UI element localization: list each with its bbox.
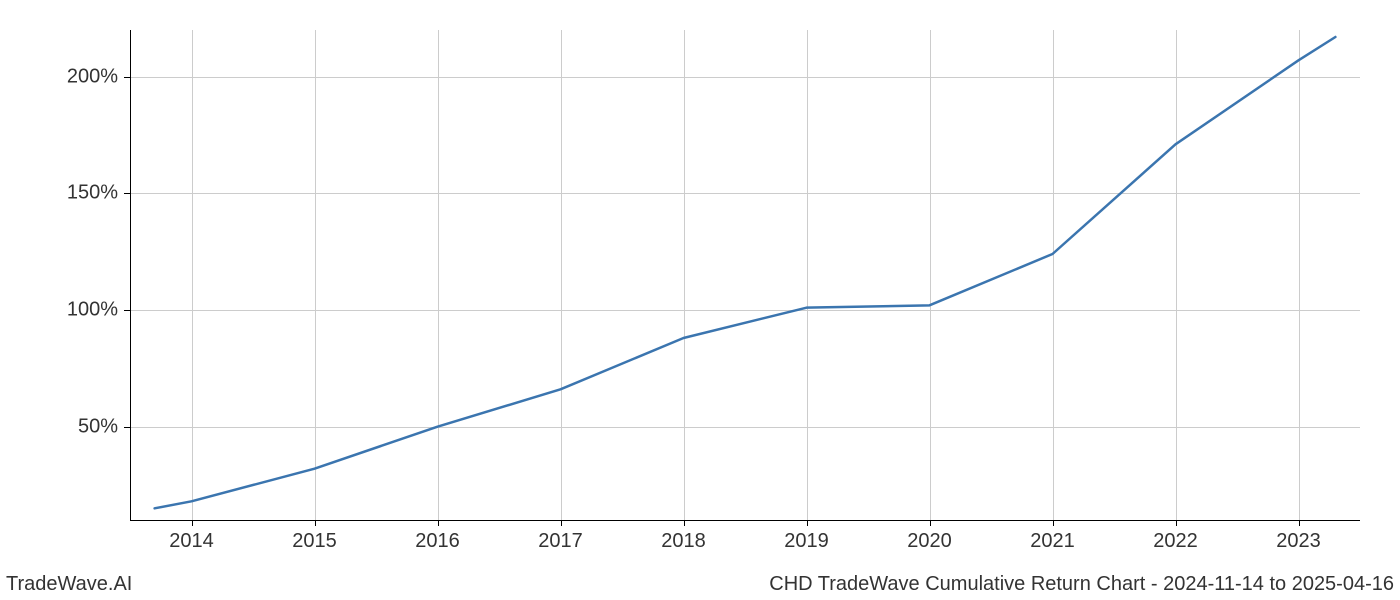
x-tick-label: 2017	[538, 530, 583, 553]
x-tick-label: 2016	[415, 530, 460, 553]
x-tick-label: 2023	[1276, 530, 1321, 553]
footer-brand: TradeWave.AI	[6, 573, 132, 596]
x-tick-label: 2022	[1153, 530, 1198, 553]
line-layer	[130, 30, 1360, 520]
x-tick-label: 2018	[661, 530, 706, 553]
x-tick-label: 2014	[169, 530, 214, 553]
series-cumulative-return	[155, 37, 1336, 508]
x-tick-label: 2015	[292, 530, 337, 553]
plot-area: 2014201520162017201820192020202120222023…	[130, 30, 1360, 520]
footer-caption: CHD TradeWave Cumulative Return Chart - …	[769, 573, 1394, 596]
x-tick-label: 2019	[784, 530, 829, 553]
chart-container: 2014 2015 2016 2017 2018 2019 2020 2021 2022 2023…	[0, 0, 1400, 600]
x-tick-label: 2021	[1030, 530, 1075, 553]
x-axis-spine	[130, 520, 1360, 521]
x-tick-label: 2020	[907, 530, 952, 553]
y-tick-label: 200%	[38, 65, 118, 88]
y-tick-label: 50%	[38, 415, 118, 438]
y-tick-label: 150%	[38, 182, 118, 205]
y-tick-label: 100%	[38, 299, 118, 322]
